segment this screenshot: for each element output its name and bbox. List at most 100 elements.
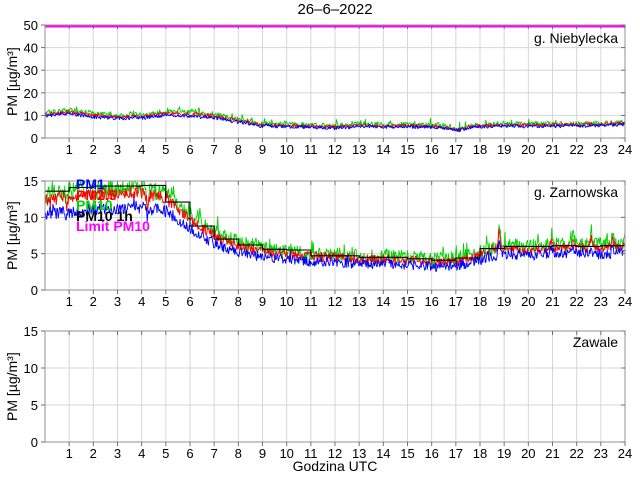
svg-text:23: 23 — [594, 294, 608, 309]
svg-text:21: 21 — [545, 446, 559, 461]
svg-text:19: 19 — [497, 446, 511, 461]
svg-text:11: 11 — [304, 294, 318, 309]
station-label-zarnowska: g. Zarnowska — [533, 184, 618, 200]
svg-text:15: 15 — [24, 174, 38, 189]
station-label-zawale: Zawale — [572, 334, 618, 350]
svg-text:0: 0 — [31, 283, 38, 298]
subplot-2: 1 2 3 4 5 6 7 8 9 10 11 12 13 14 15 16 17 18 19 20 21 22 23 240… — [24, 324, 633, 461]
pm1-trace — [45, 197, 625, 272]
y-axis-label-bottom: PM [µg/m³] — [4, 352, 20, 422]
svg-text:10: 10 — [279, 294, 293, 309]
svg-text:4: 4 — [138, 446, 145, 461]
svg-text:14: 14 — [376, 142, 390, 157]
svg-text:18: 18 — [473, 446, 487, 461]
svg-text:24: 24 — [618, 142, 632, 157]
svg-text:9: 9 — [259, 142, 266, 157]
chart-title: 26–6–2022 — [297, 1, 373, 18]
svg-text:8: 8 — [235, 446, 242, 461]
svg-text:13: 13 — [352, 142, 366, 157]
svg-text:7: 7 — [211, 294, 218, 309]
svg-text:0: 0 — [31, 435, 38, 450]
svg-text:22: 22 — [569, 446, 583, 461]
svg-text:22: 22 — [569, 294, 583, 309]
svg-text:5: 5 — [162, 142, 169, 157]
tick-marks — [41, 330, 626, 446]
y-tick-labels: 0 10 20 30 40 50 — [24, 18, 38, 146]
svg-text:15: 15 — [24, 324, 38, 339]
svg-text:50: 50 — [24, 18, 38, 33]
svg-text:10: 10 — [24, 361, 38, 376]
svg-text:20: 20 — [521, 446, 535, 461]
svg-text:13: 13 — [352, 446, 366, 461]
svg-text:4: 4 — [138, 294, 145, 309]
svg-text:2: 2 — [90, 446, 97, 461]
svg-text:24: 24 — [618, 294, 632, 309]
svg-text:6: 6 — [186, 446, 193, 461]
svg-text:30: 30 — [24, 63, 38, 78]
subplot-0: 1 2 3 4 5 6 7 8 9 10 11 12 13 14 15 16 17 18 19 20 21 22 23 240… — [24, 18, 633, 157]
pm10-1h-step-line — [45, 184, 625, 261]
svg-text:15: 15 — [400, 446, 414, 461]
svg-text:1: 1 — [66, 142, 73, 157]
svg-text:16: 16 — [424, 142, 438, 157]
svg-text:16: 16 — [424, 446, 438, 461]
svg-text:4: 4 — [138, 142, 145, 157]
svg-text:1: 1 — [66, 294, 73, 309]
svg-text:3: 3 — [114, 446, 121, 461]
svg-text:19: 19 — [497, 294, 511, 309]
subplot-1: 1 2 3 4 5 6 7 8 9 10 11 12 13 14 15 16 17 18 19 20 21 22 23 240… — [24, 174, 633, 309]
y-axis-label-top: PM [µg/m³] — [4, 47, 20, 117]
svg-text:10: 10 — [24, 108, 38, 123]
svg-text:15: 15 — [400, 142, 414, 157]
x-axis-label: Godzina UTC — [292, 458, 378, 474]
svg-text:7: 7 — [211, 446, 218, 461]
svg-text:6: 6 — [186, 294, 193, 309]
svg-text:24: 24 — [618, 446, 632, 461]
svg-text:10: 10 — [279, 446, 293, 461]
svg-text:1: 1 — [66, 446, 73, 461]
svg-text:9: 9 — [259, 446, 266, 461]
svg-text:0: 0 — [31, 131, 38, 146]
svg-text:5: 5 — [31, 398, 38, 413]
svg-text:16: 16 — [424, 294, 438, 309]
svg-text:2: 2 — [90, 142, 97, 157]
y-axis-label-middle: PM [µg/m³] — [4, 201, 20, 271]
svg-text:19: 19 — [497, 142, 511, 157]
svg-text:17: 17 — [449, 142, 463, 157]
svg-text:5: 5 — [162, 294, 169, 309]
svg-text:12: 12 — [328, 142, 342, 157]
svg-text:3: 3 — [114, 294, 121, 309]
pm1-trace — [45, 111, 625, 133]
svg-text:12: 12 — [328, 446, 342, 461]
svg-text:5: 5 — [162, 446, 169, 461]
svg-text:18: 18 — [473, 294, 487, 309]
svg-text:17: 17 — [449, 294, 463, 309]
legend-item-pm1: PM1 — [76, 176, 105, 192]
tick-marks — [41, 24, 626, 142]
svg-text:18: 18 — [473, 142, 487, 157]
svg-text:8: 8 — [235, 142, 242, 157]
y-tick-labels: 0 5 10 15 — [24, 174, 38, 298]
grid-lines — [45, 331, 625, 442]
station-label-niebylecka: g. Niebylecka — [533, 30, 618, 46]
tick-marks — [41, 180, 626, 294]
svg-text:12: 12 — [328, 294, 342, 309]
svg-text:11: 11 — [304, 142, 318, 157]
x-tick-labels: 1 2 3 4 5 6 7 8 9 10 11 12 13 14 15 16 17 18 19 20 21 22 23 24 — [66, 142, 633, 157]
svg-text:17: 17 — [449, 446, 463, 461]
svg-text:3: 3 — [114, 142, 121, 157]
svg-text:20: 20 — [24, 86, 38, 101]
svg-text:5: 5 — [31, 247, 38, 262]
svg-text:14: 14 — [376, 446, 390, 461]
svg-text:21: 21 — [545, 294, 559, 309]
legend-item-limit-pm10: Limit PM10 — [76, 218, 150, 234]
svg-text:40: 40 — [24, 41, 38, 56]
svg-text:20: 20 — [521, 142, 535, 157]
svg-text:10: 10 — [24, 210, 38, 225]
svg-text:9: 9 — [259, 294, 266, 309]
svg-text:10: 10 — [279, 142, 293, 157]
legend-item-pm10: PM10 — [76, 197, 113, 213]
legend-item-pm2-5: PM2.5 — [76, 186, 117, 203]
